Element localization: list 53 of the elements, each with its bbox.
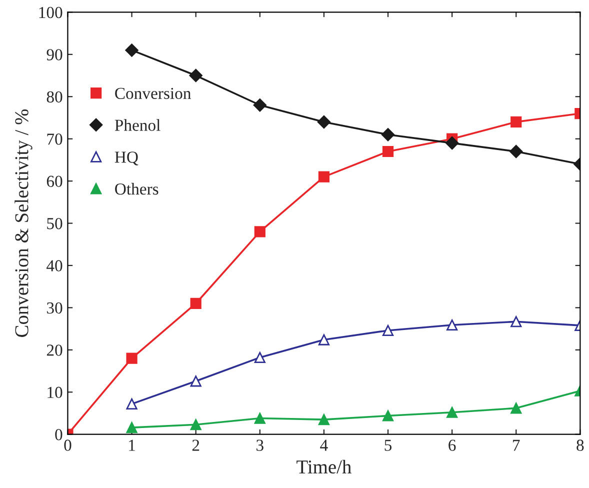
point xyxy=(190,376,202,387)
point xyxy=(318,171,330,182)
legend-label: Others xyxy=(115,182,158,195)
y-tick-label: 70 xyxy=(47,134,62,145)
point xyxy=(126,422,138,434)
point xyxy=(445,136,459,150)
x-tick-label: 6 xyxy=(448,440,456,451)
point xyxy=(382,146,394,158)
x-tick-label: 0 xyxy=(64,440,72,451)
y-tick-label: 30 xyxy=(47,302,62,314)
point xyxy=(125,44,138,57)
point xyxy=(446,319,458,331)
x-axis-title: Time/h xyxy=(296,460,352,474)
legend-label: HQ xyxy=(114,152,138,166)
point xyxy=(190,298,202,310)
point xyxy=(254,412,266,424)
point xyxy=(318,334,330,346)
point xyxy=(382,324,394,336)
x-tick-label: 5 xyxy=(384,440,392,451)
x-tick-label: 2 xyxy=(192,440,200,451)
y-tick-label: 50 xyxy=(47,218,62,230)
y-tick-label: 0 xyxy=(55,429,62,440)
point xyxy=(381,128,395,142)
point xyxy=(317,115,331,129)
point xyxy=(190,419,202,430)
y-tick-label: 20 xyxy=(46,344,62,356)
x-tick-label: 7 xyxy=(513,440,520,451)
point xyxy=(510,316,522,328)
point xyxy=(253,98,266,112)
point xyxy=(382,410,394,422)
point xyxy=(254,226,266,238)
x-tick-label: 1 xyxy=(129,440,135,451)
y-axis-title: Conversion & Selectivity / % xyxy=(14,109,32,337)
point xyxy=(510,144,523,158)
legend-label: Phenol xyxy=(114,119,160,131)
point xyxy=(510,402,522,414)
x-tick-label: 3 xyxy=(256,440,264,451)
x-tick-label: 8 xyxy=(576,440,584,451)
legend-label: Conversion xyxy=(115,88,191,100)
point xyxy=(189,68,202,82)
y-tick-label: 80 xyxy=(46,91,62,103)
x-tick-label: 4 xyxy=(320,440,328,451)
y-tick-label: 40 xyxy=(46,260,62,272)
point xyxy=(126,352,138,364)
point xyxy=(510,116,522,128)
y-tick-label: 90 xyxy=(46,49,62,60)
y-tick-label: 10 xyxy=(48,386,62,398)
y-tick-label: 100 xyxy=(39,6,62,18)
point xyxy=(446,406,458,418)
point xyxy=(126,398,138,410)
y-tick-label: 60 xyxy=(46,176,62,187)
point xyxy=(254,352,266,364)
point xyxy=(318,414,330,426)
